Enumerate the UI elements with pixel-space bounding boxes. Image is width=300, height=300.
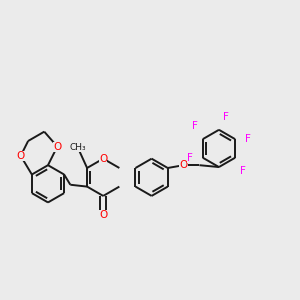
Text: F: F: [224, 112, 229, 122]
Text: CH₃: CH₃: [70, 143, 86, 152]
Text: F: F: [245, 134, 251, 144]
Text: O: O: [53, 142, 61, 152]
Text: F: F: [192, 121, 198, 131]
Text: O: O: [99, 209, 107, 220]
Text: O: O: [99, 154, 107, 164]
Text: F: F: [240, 166, 245, 176]
Text: O: O: [179, 160, 188, 170]
Text: F: F: [187, 153, 193, 163]
Text: O: O: [16, 151, 25, 161]
